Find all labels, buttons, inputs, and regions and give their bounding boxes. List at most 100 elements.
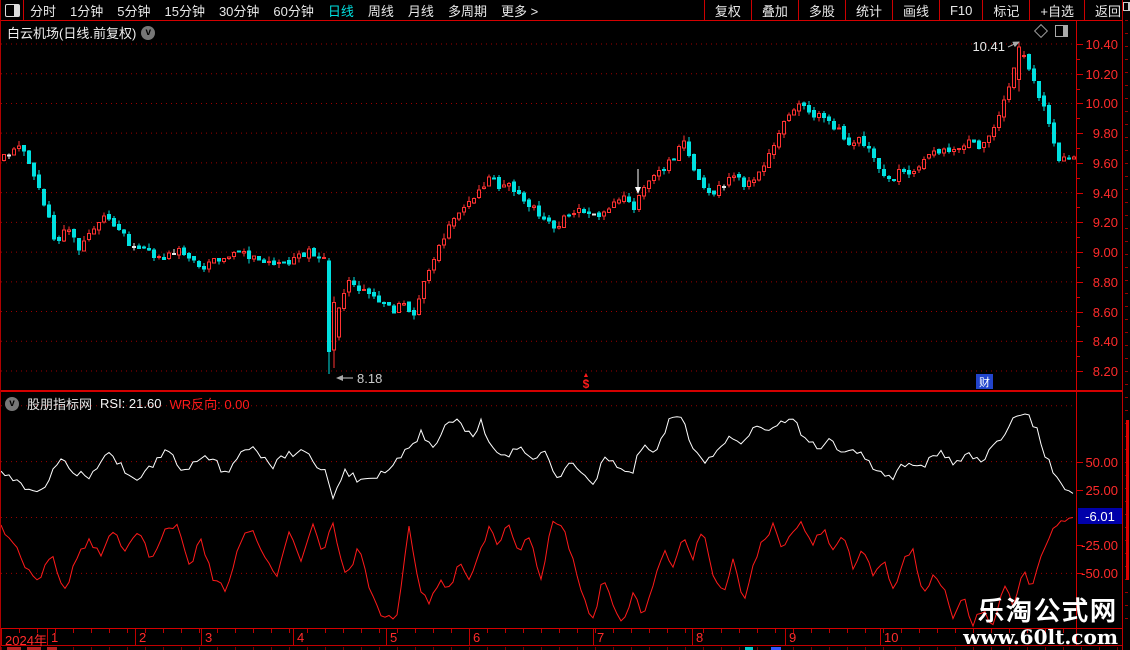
date-boundary: [593, 629, 594, 645]
indicator-label: 25.00: [1085, 483, 1118, 498]
period-item-0[interactable]: 分时: [30, 3, 57, 19]
price-tick: [1077, 178, 1080, 179]
action-item-1[interactable]: 叠加: [750, 0, 798, 20]
price-tick: [1077, 237, 1080, 238]
svg-text:▲: ▲: [583, 372, 590, 379]
period-item-3[interactable]: 15分钟: [164, 3, 205, 19]
month-label-2: 2: [139, 630, 147, 645]
chevron-down-icon[interactable]: v: [141, 25, 156, 40]
indicator-gridlines: [1, 405, 1076, 574]
period-item-4[interactable]: 30分钟: [218, 3, 260, 19]
date-boundary: [135, 629, 136, 645]
price-label: 9.40: [1092, 186, 1118, 201]
action-item-8[interactable]: 返回: [1083, 0, 1130, 20]
indicator-source-label: 股朋指标网: [27, 397, 93, 412]
price-tick: [1077, 89, 1080, 90]
indicator-header: v 股朋指标网 RSI: 21.60 WR反向: 0.00: [5, 394, 250, 413]
month-label-8: 8: [696, 630, 704, 645]
indicator-canvas[interactable]: [1, 392, 1076, 628]
plot-corner-icons: [1033, 23, 1068, 39]
date-boundary: [692, 629, 693, 645]
price-tick: [1077, 59, 1080, 60]
action-item-0[interactable]: 复权: [703, 0, 751, 20]
price-tick: [1077, 312, 1083, 313]
price-label: 10.20: [1085, 67, 1118, 82]
price-tick: [1077, 103, 1083, 104]
indicator-tick: [1077, 573, 1083, 574]
date-boundary: [785, 629, 786, 645]
price-label: 8.40: [1092, 334, 1118, 349]
price-label: 9.20: [1092, 215, 1118, 230]
month-label-7: 7: [597, 630, 605, 645]
action-item-2[interactable]: 多股: [797, 0, 845, 20]
clipped-glyph: [7, 647, 21, 650]
date-boundary: [1076, 629, 1077, 645]
price-tick: [1077, 148, 1080, 149]
price-label: 9.00: [1092, 245, 1118, 260]
scrollbar-ticks: [1125, 20, 1128, 630]
period-item-10[interactable]: 更多 >: [500, 3, 539, 19]
clipped-glyph: [47, 647, 57, 650]
indicator-label: -50.00: [1081, 566, 1118, 581]
price-tick: [1077, 326, 1080, 327]
candles-layer: [2, 42, 1076, 374]
action-item-3[interactable]: 统计: [844, 0, 892, 20]
date-tick-marks: [1, 629, 1076, 633]
clipped-glyph: [27, 647, 41, 650]
clipped-glyph: [771, 647, 781, 650]
year-label: 2024年: [5, 633, 47, 648]
month-label-9: 9: [789, 630, 797, 645]
month-label-4: 4: [297, 630, 305, 645]
main-chart-panel: 10.41 8.18 ▲ $ 财 白云机场(日线.前复权) v 10.40 10.20 10…: [1, 21, 1130, 391]
price-tick: [1077, 222, 1083, 223]
period-item-9[interactable]: 多周期: [447, 3, 487, 19]
period-item-5[interactable]: 60分钟: [273, 3, 314, 19]
bottom-clipped-row: [1, 647, 1130, 650]
action-item-5[interactable]: F10: [938, 0, 982, 20]
price-label: 8.20: [1092, 364, 1118, 379]
period-item-1[interactable]: 1分钟: [70, 3, 104, 19]
panel-split-icon[interactable]: [1055, 25, 1068, 37]
clipped-glyph: [745, 647, 753, 650]
price-axis: 10.40 10.20 10.00 9.80 9.60 9.40 9.20 9.00 8.80 8…: [1076, 21, 1122, 391]
indicator-axis: -6.01 50.00 25.00 -25.00 -50.00: [1076, 392, 1122, 628]
price-tick: [1077, 44, 1083, 45]
chart-title-row: 白云机场(日线.前复权) v: [7, 23, 156, 42]
indicator-panel: v 股朋指标网 RSI: 21.60 WR反向: 0.00 -6.01 50.0…: [1, 392, 1130, 628]
indicator-tick: [1077, 545, 1083, 546]
candlestick-canvas[interactable]: 10.41 8.18 ▲$ 财: [1, 21, 1076, 391]
price-tick: [1077, 74, 1083, 75]
collapse-panel-icon[interactable]: [1123, 2, 1130, 11]
price-tick: [1077, 163, 1083, 164]
period-item-7[interactable]: 周线: [367, 3, 394, 19]
scrollbar-thumb[interactable]: [1126, 420, 1129, 580]
date-boundary: [47, 629, 48, 645]
period-item-8[interactable]: 月线: [407, 3, 434, 19]
period-item-6[interactable]: 日线: [327, 3, 354, 19]
price-tick: [1077, 356, 1080, 357]
price-tick: [1077, 133, 1083, 134]
price-label: 8.60: [1092, 305, 1118, 320]
price-tick: [1077, 193, 1083, 194]
month-label-6: 6: [473, 630, 481, 645]
chevron-down-icon[interactable]: v: [5, 396, 19, 411]
panel-divider: [1, 390, 1122, 392]
svg-text:8.18: 8.18: [357, 371, 382, 386]
period-item-2[interactable]: 5分钟: [117, 3, 151, 19]
price-label: 9.80: [1092, 126, 1118, 141]
action-item-4[interactable]: 画线: [891, 0, 939, 20]
price-tick: [1077, 371, 1083, 372]
window-layout-button[interactable]: [1, 0, 24, 20]
action-item-7[interactable]: +自选: [1029, 0, 1084, 20]
wr-line: [1, 517, 1074, 628]
diamond-icon[interactable]: [1033, 23, 1049, 39]
month-label-3: 3: [205, 630, 213, 645]
date-boundary: [1, 629, 2, 645]
indicator-tick: [1077, 490, 1083, 491]
month-label-10: 10: [884, 630, 899, 645]
indicator-label: 50.00: [1085, 455, 1118, 470]
action-item-6[interactable]: 标记: [982, 0, 1029, 20]
price-label: 9.60: [1092, 156, 1118, 171]
date-boundary: [469, 629, 470, 645]
svg-text:10.41: 10.41: [972, 39, 1005, 54]
